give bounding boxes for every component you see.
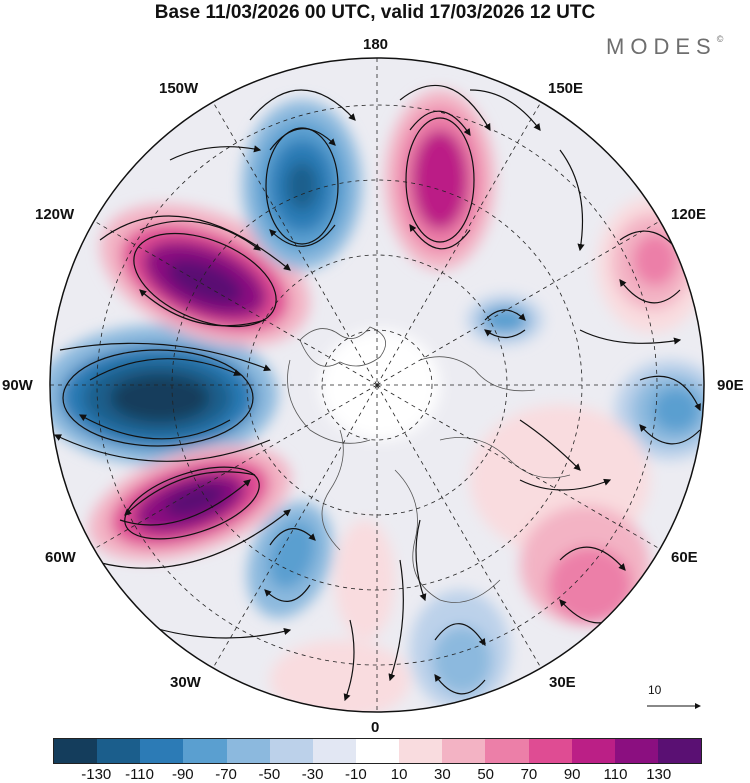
lon-label-90e: 90E (717, 377, 744, 394)
colorbar-swatch (269, 739, 313, 763)
colorbar-swatch (571, 739, 615, 763)
colorbar-tick-label: 70 (520, 766, 538, 783)
lon-label-180: 180 (363, 36, 389, 53)
colorbar-swatch (183, 739, 227, 763)
lon-label-0: 0 (371, 719, 380, 736)
colorbar-swatch (226, 739, 270, 763)
colorbar-swatch (54, 739, 98, 763)
coastlines (287, 326, 571, 603)
lon-label-120w: 120W (35, 206, 75, 223)
colorbar-tick-label: 90 (563, 766, 581, 783)
colorbar-tick-label: 30 (434, 766, 451, 783)
map-boundary (49, 57, 705, 713)
colorbar-tick-label: -70 (215, 766, 237, 783)
lon-label-150w: 150W (159, 80, 199, 97)
colorbar-swatch (485, 739, 529, 763)
colorbar-tick-label: 110 (603, 766, 628, 783)
colorbar-tick-label: -30 (301, 766, 324, 783)
colorbar-swatch (312, 739, 356, 763)
colorbar-swatch (140, 739, 184, 763)
lon-label-90w: 90W (2, 377, 33, 394)
colorbar-tick-label: -90 (171, 766, 194, 783)
colorbar-tick-label: 50 (477, 766, 494, 783)
colorbar-tick-label: 130 (646, 766, 672, 783)
modes-logo: MODES© (606, 34, 723, 60)
colorbar-swatch (657, 739, 702, 763)
lon-label-60e: 60E (671, 549, 698, 566)
copyright-mark: © (716, 34, 724, 44)
colorbar-swatch (614, 739, 658, 763)
colorbar-tick-label: -10 (345, 766, 367, 783)
map-title: Base 11/03/2026 00 UTC, valid 17/03/2026… (154, 2, 596, 23)
anomaly-field (50, 58, 704, 712)
graticule (50, 58, 704, 712)
colorbar-tick-label: -130 (81, 766, 112, 783)
colorbar-swatch (528, 739, 572, 763)
colorbar-swatch (355, 739, 400, 763)
colorbar-tick-label: -110 (125, 766, 154, 783)
colorbar-swatch (399, 739, 443, 763)
lon-label-30w: 30W (170, 674, 201, 691)
wind-streamlines (53, 84, 701, 702)
colorbar-swatch (442, 739, 486, 763)
lon-label-150e: 150E (548, 80, 584, 97)
colorbar-swatch (97, 739, 141, 763)
colorbar (53, 738, 702, 764)
lon-label-120e: 120E (671, 206, 707, 223)
colorbar-tick-label: -50 (258, 766, 281, 783)
lon-label-30e: 30E (549, 674, 576, 691)
colorbar-tick-label: 10 (390, 766, 408, 783)
vector-reference-label: 10 (648, 683, 662, 697)
brand-name: MODES (606, 34, 717, 59)
lon-label-60w: 60W (45, 549, 76, 566)
